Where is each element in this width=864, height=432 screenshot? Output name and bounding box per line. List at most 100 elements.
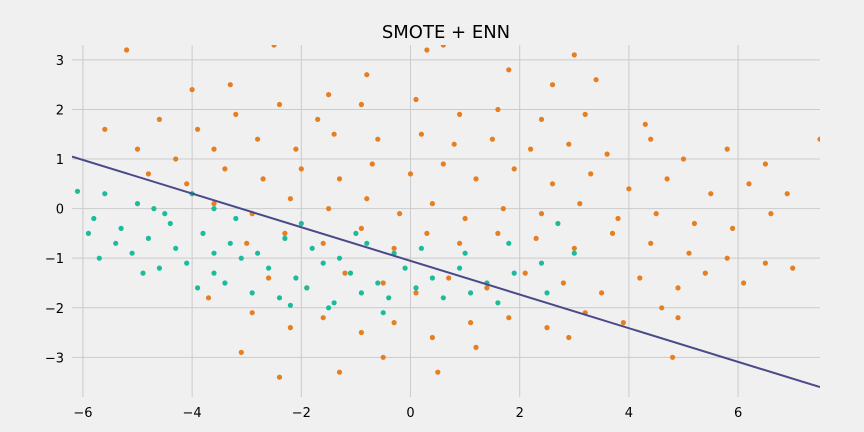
scatter-point-series-1 — [364, 196, 370, 202]
scatter-point-series-1 — [358, 225, 364, 231]
scatter-point-series-2 — [402, 265, 408, 271]
scatter-point-series-1 — [342, 270, 348, 276]
scatter-point-series-2 — [440, 295, 446, 301]
scatter-point-series-2 — [538, 260, 545, 266]
scatter-point-series-1 — [790, 265, 796, 271]
tick-labels: −6 −4 −2 0 2 4 6 −3 −2 −1 0 1 2 3 — [45, 54, 742, 421]
scatter-point-series-1 — [429, 334, 435, 341]
scatter-point-series-1 — [680, 156, 687, 162]
scatter-point-series-1 — [495, 230, 501, 236]
data-points — [74, 45, 820, 380]
scatter-point-series-2 — [506, 240, 512, 246]
scatter-point-series-1 — [489, 136, 495, 142]
scatter-point-series-1 — [620, 320, 627, 326]
scatter-point-series-2 — [145, 235, 151, 241]
scatter-point-series-2 — [347, 270, 354, 276]
x-tick-label: −2 — [292, 406, 311, 421]
scatter-point-series-1 — [691, 220, 698, 227]
scatter-point-series-1 — [189, 87, 195, 93]
scatter-point-series-2 — [211, 206, 217, 212]
scatter-point-series-1 — [320, 240, 326, 246]
scatter-point-series-2 — [184, 260, 190, 266]
scatter-point-series-1 — [511, 166, 517, 172]
chart-title: SMOTE + ENN — [382, 22, 510, 43]
x-tick-label: −4 — [183, 406, 202, 421]
scatter-point-series-1 — [741, 280, 747, 286]
scatter-point-series-1 — [626, 186, 632, 192]
scatter-point-series-1 — [413, 290, 419, 296]
scatter-point-series-2 — [495, 300, 501, 306]
y-tick-label: 0 — [56, 203, 64, 218]
scatter-point-series-2 — [375, 280, 381, 286]
y-tick-label: −2 — [45, 302, 64, 317]
scatter-point-series-1 — [336, 176, 343, 182]
scatter-point-series-1 — [134, 146, 141, 152]
y-tick-label: 3 — [56, 54, 64, 69]
scatter-point-series-1 — [675, 315, 681, 321]
scatter-point-series-1 — [686, 250, 692, 256]
decision-line-group — [72, 155, 820, 389]
scatter-point-series-2 — [544, 290, 550, 296]
scatter-point-series-1 — [211, 201, 217, 207]
scatter-point-series-2 — [293, 275, 299, 281]
scatter-point-series-2 — [358, 290, 364, 296]
scatter-point-series-1 — [571, 52, 577, 58]
scatter-point-series-2 — [511, 270, 517, 276]
scatter-point-series-2 — [233, 215, 239, 222]
y-tick-label: −1 — [45, 252, 64, 267]
scatter-point-series-1 — [440, 45, 446, 48]
scatter-point-series-2 — [386, 295, 392, 301]
scatter-point-series-1 — [440, 161, 446, 167]
scatter-point-series-1 — [538, 211, 545, 217]
scatter-point-series-2 — [298, 220, 304, 227]
scatter-point-series-2 — [134, 201, 141, 207]
scatter-point-series-2 — [173, 245, 179, 251]
scatter-point-series-2 — [195, 285, 201, 291]
scatter-point-series-1 — [609, 230, 616, 236]
scatter-point-series-2 — [96, 255, 102, 261]
scatter-point-series-1 — [435, 369, 441, 375]
scatter-point-series-1 — [533, 235, 539, 241]
scatter-point-series-2 — [309, 245, 315, 251]
y-tick-label: 1 — [56, 153, 64, 168]
scatter-point-series-2 — [118, 225, 124, 231]
scatter-point-series-1 — [451, 141, 457, 147]
x-tick-label: −6 — [73, 406, 92, 421]
scatter-point-series-2 — [304, 285, 310, 291]
scatter-point-series-1 — [320, 315, 326, 321]
scatter-point-series-1 — [266, 275, 272, 281]
scatter-point-series-2 — [129, 250, 135, 256]
scatter-point-series-1 — [648, 136, 654, 142]
scatter-point-series-1 — [102, 126, 108, 132]
y-tick-label: −3 — [45, 351, 64, 366]
scatter-point-series-1 — [549, 82, 556, 88]
scatter-point-series-1 — [708, 191, 714, 197]
scatter-point-series-2 — [364, 240, 370, 246]
scatter-point-series-1 — [424, 47, 430, 53]
scatter-point-series-2 — [140, 270, 146, 276]
scatter-point-series-1 — [615, 215, 621, 222]
scatter-point-series-1 — [364, 72, 370, 78]
scatter-point-series-1 — [233, 111, 239, 117]
scatter-point-series-1 — [522, 270, 528, 276]
grid — [72, 45, 820, 397]
scatter-point-series-2 — [457, 265, 463, 271]
y-tick-label: 2 — [56, 103, 64, 118]
scatter-point-series-1 — [407, 171, 414, 177]
scatter-point-series-2 — [413, 285, 419, 291]
scatter-point-series-1 — [413, 96, 419, 103]
scatter-point-series-1 — [566, 334, 572, 341]
scatter-point-series-1 — [315, 116, 321, 122]
scatter-point-series-1 — [238, 349, 244, 355]
scatter-point-series-2 — [429, 275, 435, 281]
scatter-point-series-1 — [326, 206, 332, 212]
scatter-point-series-1 — [566, 141, 572, 147]
scatter-point-series-1 — [375, 136, 381, 142]
scatter-point-series-1 — [599, 290, 605, 296]
scatter-point-series-1 — [462, 215, 468, 222]
scatter-point-series-1 — [358, 101, 364, 108]
scatter-point-series-2 — [113, 240, 119, 246]
scatter-point-series-1 — [582, 111, 588, 117]
scatter-point-series-2 — [320, 260, 326, 266]
